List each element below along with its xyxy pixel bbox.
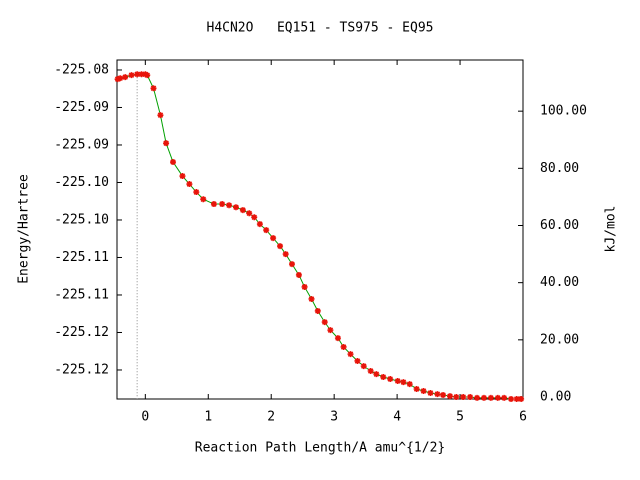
y-tick-label: -225.08: [54, 62, 109, 77]
data-point: [117, 75, 124, 82]
y-tick-label: -225.11: [54, 250, 109, 265]
y-tick-label: -225.12: [54, 362, 109, 377]
data-point: [251, 214, 258, 221]
data-point: [360, 363, 367, 370]
data-point: [446, 393, 453, 400]
y-tick-label: -225.10: [54, 175, 109, 190]
data-point: [256, 221, 263, 228]
data-point: [239, 207, 246, 214]
data-point: [518, 396, 525, 402]
x-tick-label: 1: [204, 410, 212, 425]
data-point: [453, 393, 460, 400]
y2-tick-label: 40.00: [540, 275, 579, 290]
y2-axis-label: kJ/mol: [604, 206, 619, 253]
data-point: [301, 283, 308, 290]
data-point: [170, 159, 177, 166]
y-tick-label: -225.09: [54, 137, 109, 152]
chart-title: H4CN2O EQ151 - TS975 - EQ95: [207, 21, 434, 36]
y2-tick-label: 60.00: [540, 218, 579, 233]
data-point: [474, 394, 481, 401]
data-point: [282, 251, 289, 258]
data-point: [413, 385, 420, 392]
series-line: [117, 73, 522, 400]
data-point: [367, 367, 374, 374]
x-axis-label: Reaction Path Length/A amu^{1/2}: [195, 441, 445, 456]
data-point: [400, 379, 407, 386]
data-point: [122, 74, 129, 81]
data-point: [246, 210, 253, 217]
data-point: [467, 393, 474, 400]
data-point: [200, 196, 207, 203]
plot-frame: [116, 59, 524, 400]
data-point: [263, 227, 270, 234]
y-tick-label: -225.11: [54, 287, 109, 302]
data-point: [406, 381, 413, 388]
data-point: [114, 76, 121, 83]
y-tick-label: -225.09: [54, 100, 109, 115]
data-point: [480, 394, 487, 401]
data-point: [308, 295, 315, 302]
data-point: [427, 389, 434, 396]
data-point: [288, 261, 295, 268]
y2-tick-label: 0.00: [540, 389, 571, 404]
x-tick-label: 2: [267, 410, 275, 425]
data-point: [277, 243, 284, 250]
data-point: [347, 351, 354, 358]
data-point: [138, 71, 145, 78]
y2-tick-label: 100.00: [540, 104, 587, 119]
data-point: [373, 371, 380, 378]
y2-tick-label: 80.00: [540, 161, 579, 176]
y-tick-label: -225.10: [54, 212, 109, 227]
data-point: [219, 201, 226, 208]
data-point: [150, 85, 157, 92]
data-point: [186, 181, 193, 188]
data-point: [179, 173, 186, 180]
data-point: [232, 204, 239, 211]
data-point: [327, 327, 334, 334]
data-point: [340, 343, 347, 350]
data-point: [387, 375, 394, 382]
data-point: [420, 387, 427, 394]
data-point: [334, 335, 341, 342]
x-tick-label: 3: [330, 410, 338, 425]
data-point: [508, 396, 515, 402]
data-point: [440, 391, 447, 398]
data-point: [144, 72, 151, 79]
data-point: [193, 189, 200, 196]
x-tick-label: 4: [393, 410, 401, 425]
data-point: [226, 202, 233, 209]
y-tick-label: -225.12: [54, 325, 109, 340]
x-tick-label: 6: [519, 410, 527, 425]
x-tick-label: 5: [456, 410, 464, 425]
data-point: [354, 357, 361, 364]
data-point: [434, 391, 441, 398]
data-point: [314, 307, 321, 314]
data-point: [380, 373, 387, 380]
y2-tick-label: 20.00: [540, 332, 579, 347]
data-point: [513, 396, 520, 402]
x-tick-label: 0: [141, 410, 149, 425]
data-point: [134, 71, 141, 78]
data-point: [295, 271, 302, 278]
data-point: [487, 394, 494, 401]
data-point: [210, 201, 217, 208]
data-point: [157, 112, 164, 119]
data-point: [494, 394, 501, 401]
data-point: [128, 72, 135, 79]
data-point: [460, 393, 467, 400]
data-point: [394, 377, 401, 384]
y-axis-label: Energy/Hartree: [17, 174, 32, 284]
data-point: [321, 319, 328, 326]
data-point: [163, 140, 170, 147]
data-point: [501, 394, 508, 401]
data-point: [270, 235, 277, 242]
